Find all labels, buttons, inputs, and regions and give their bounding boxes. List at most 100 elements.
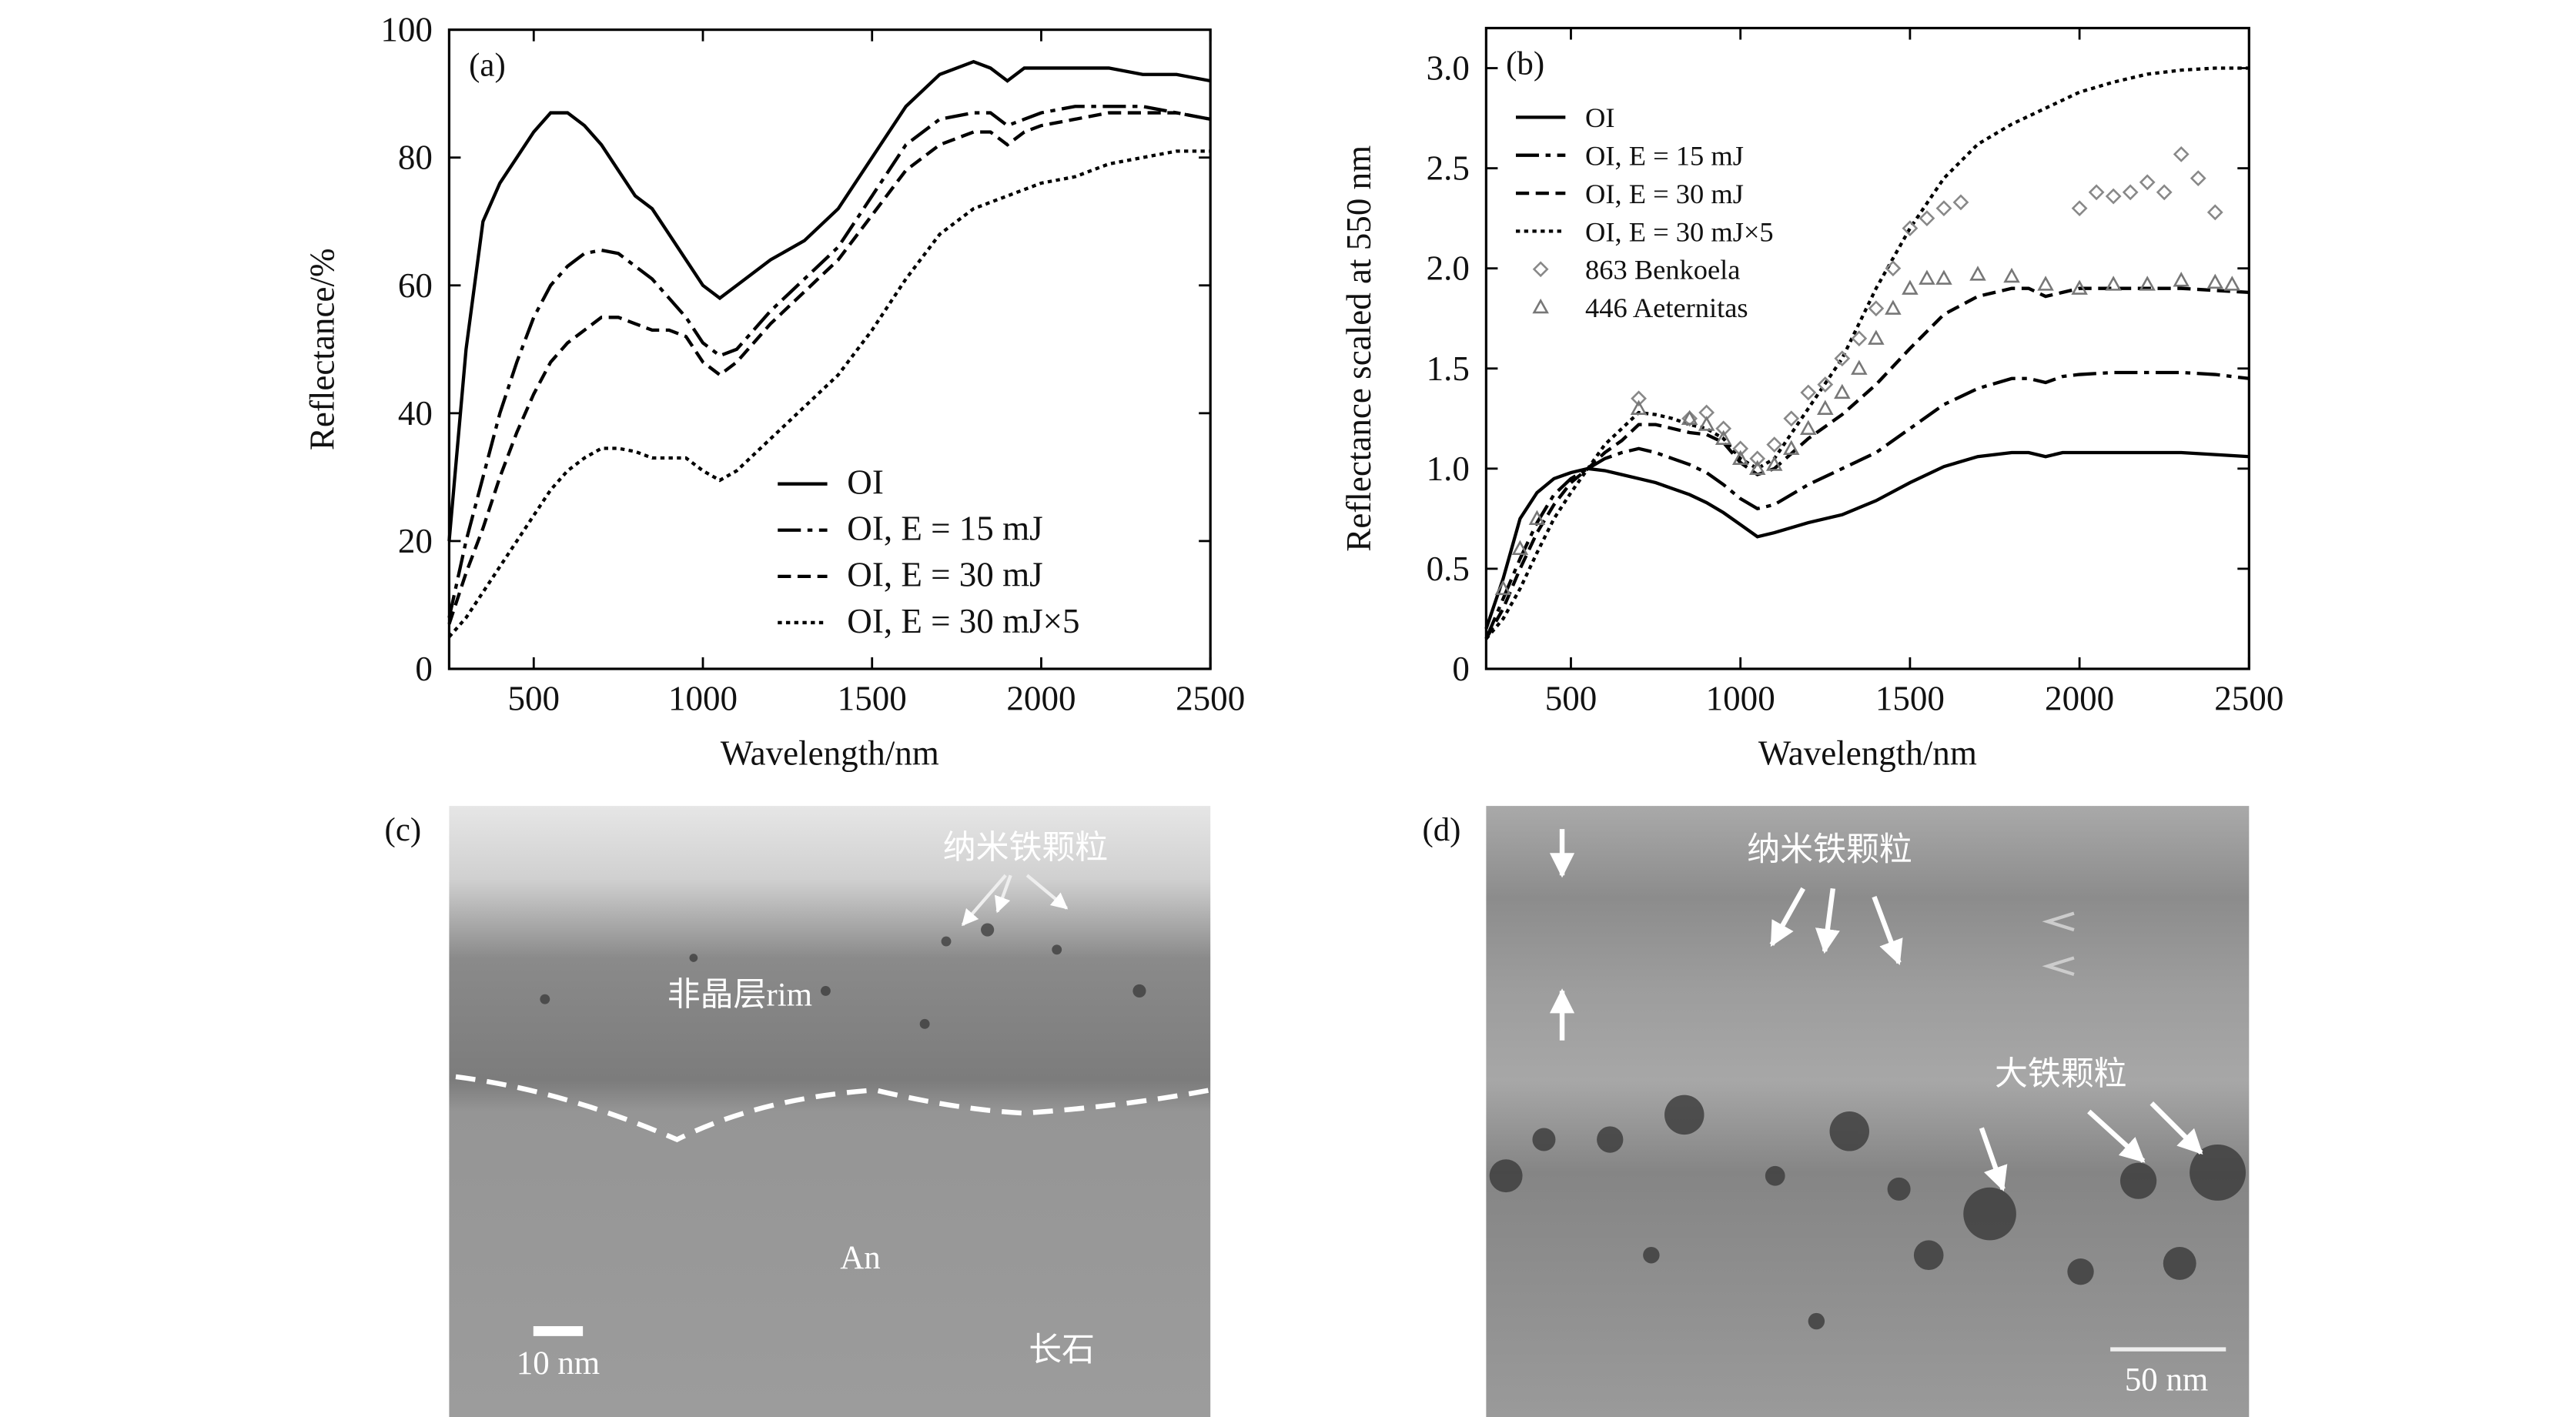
series-line [1484, 450, 2250, 630]
data-point [1765, 456, 1783, 471]
arrow [2149, 1101, 2203, 1155]
legend-label: OI [1585, 102, 1614, 133]
data-point [1494, 580, 1512, 596]
scale-label: 10 nm [517, 1345, 600, 1382]
data-point [1902, 279, 1919, 295]
data-point [1800, 384, 1817, 401]
particles [540, 923, 1146, 1029]
data-point [1782, 439, 1800, 455]
data-point [2071, 200, 2088, 217]
x-tick-label: 2000 [1006, 680, 1076, 718]
panel-label: (c) [385, 812, 422, 848]
data-point [2206, 273, 2224, 289]
data-point [2156, 184, 2173, 201]
scale-label: 50 nm [2125, 1362, 2208, 1399]
data-point [1698, 416, 1715, 431]
data-point [1631, 390, 1647, 407]
legend-marker [1532, 298, 1549, 314]
x-axis-label: Wavelength/nm [1758, 734, 1977, 772]
arrow [961, 874, 1007, 927]
plot-frame [447, 28, 1212, 670]
legend-label: OI, E = 15 mJ [1585, 141, 1744, 172]
image-c: (c) 纳米铁颗粒 非晶层rim An 10 nm 长石 [385, 806, 1211, 1417]
y-tick-label: 1.0 [1427, 449, 1470, 488]
data-point [1715, 420, 1732, 437]
annotation: 长石 [1029, 1332, 1095, 1369]
panel-label: (d) [1422, 812, 1460, 848]
micrograph [449, 806, 1211, 1417]
data-point [1969, 266, 1986, 281]
y-tick-label: 100 [380, 11, 433, 49]
plot-frame [1484, 26, 2250, 670]
annotation: An [840, 1240, 880, 1276]
data-point [1834, 350, 1851, 367]
data-point [1885, 260, 1902, 277]
y-tick-label: 80 [398, 139, 433, 177]
arrow [1979, 1127, 2008, 1191]
data-point [2003, 267, 2020, 283]
data-point [1766, 436, 1783, 453]
data-point [2105, 276, 2122, 291]
x-tick-label: 1000 [1706, 680, 1775, 718]
series-line [1484, 286, 2250, 640]
annotation: 非晶层rim [667, 978, 812, 1014]
data-point [1511, 540, 1529, 556]
data-point [2088, 184, 2105, 201]
legend-label: OI, E = 30 mJ×5 [1585, 216, 1774, 247]
y-tick-label: 0 [1452, 650, 1470, 688]
data-point [2071, 279, 2088, 295]
y-tick-label: 0.5 [1427, 550, 1470, 588]
data-point [2139, 276, 2156, 291]
y-tick-label: 0 [415, 650, 433, 688]
particles [1489, 1094, 2246, 1330]
x-tick-label: 500 [1545, 680, 1597, 718]
x-tick-label: 1500 [1875, 680, 1945, 718]
x-tick-label: 2000 [2045, 680, 2114, 718]
data-point [1783, 410, 1800, 427]
data-point [2223, 276, 2241, 291]
legend-label: OI, E = 30 mJ [1585, 179, 1744, 209]
arrowhead-outline [2042, 911, 2075, 932]
data-point [1919, 210, 1935, 227]
data-point [1834, 383, 1851, 399]
y-tick-label: 20 [398, 522, 433, 560]
micrograph [1486, 806, 2250, 1417]
data-point [2206, 204, 2223, 221]
data-point [1952, 194, 1969, 211]
plot [447, 59, 1211, 638]
data-point [1851, 330, 1868, 347]
series-line [1484, 66, 2250, 640]
data-point [1935, 269, 1952, 285]
x-tick-label: 1500 [838, 680, 907, 718]
data-point [1800, 419, 1817, 435]
legend-label: 446 Aeternitas [1585, 292, 1748, 323]
data-point [1902, 220, 1919, 237]
image-d: (d) 纳米铁颗粒 大铁颗粒 50 nm [1422, 806, 2250, 1417]
data-point [2105, 188, 2122, 205]
legend-label: OI, E = 30 mJ [847, 556, 1042, 594]
series-line [447, 149, 1211, 638]
y-axis-label: Reflectance scaled at 550 nm [1340, 145, 1378, 552]
data-point [2122, 184, 2139, 201]
data-point [1681, 410, 1698, 427]
data-point [1630, 399, 1648, 415]
y-tick-label: 60 [398, 266, 433, 305]
annotation: 纳米铁颗粒 [943, 830, 1108, 867]
x-tick-label: 2500 [1176, 680, 1245, 718]
data-point [1817, 399, 1834, 415]
data-point [2190, 170, 2206, 187]
data-point [2139, 174, 2156, 191]
y-axis-label: Reflectance/% [303, 248, 341, 450]
panel-label: (b) [1506, 46, 1544, 82]
x-tick-label: 500 [507, 680, 560, 718]
x-axis-label: Wavelength/nm [721, 734, 939, 772]
arrow [1872, 895, 1903, 965]
panel-label: (a) [469, 48, 506, 84]
plot [1484, 66, 2250, 640]
legend-label: OI, E = 30 mJ×5 [847, 602, 1079, 640]
y-tick-label: 3.0 [1427, 49, 1470, 88]
y-tick-label: 40 [398, 394, 433, 433]
data-point [1731, 449, 1749, 465]
data-point [1681, 409, 1698, 425]
